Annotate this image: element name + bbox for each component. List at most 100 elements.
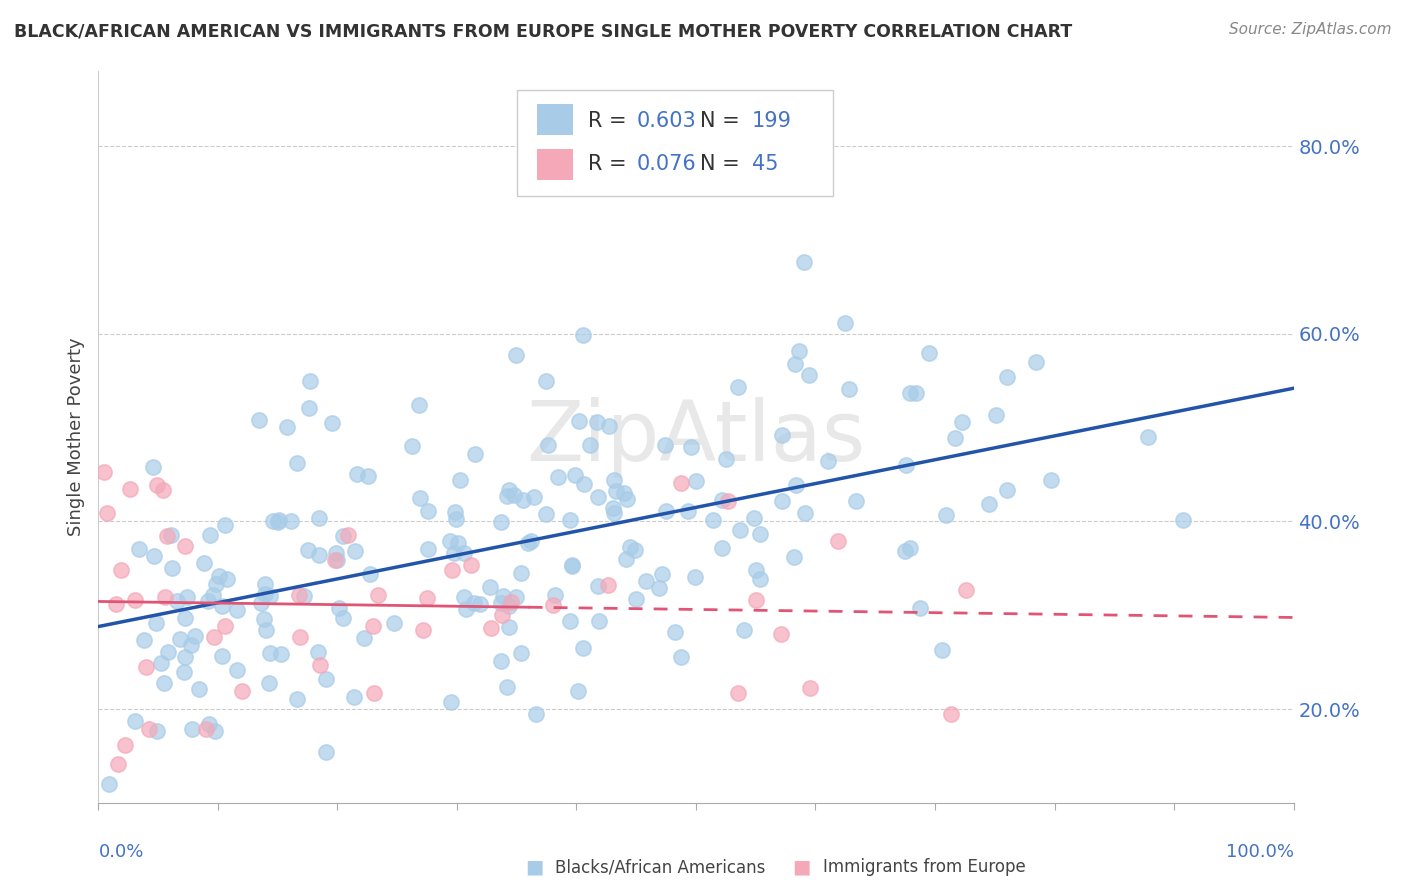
Point xyxy=(307,645,329,659)
Point xyxy=(173,611,195,625)
Point xyxy=(614,551,637,566)
Point xyxy=(146,723,169,738)
Point xyxy=(526,707,548,722)
Point xyxy=(541,598,564,612)
Bar xyxy=(537,104,572,135)
Point xyxy=(939,707,962,722)
Point xyxy=(685,475,707,489)
Point xyxy=(343,690,366,704)
Point xyxy=(845,494,868,508)
Point xyxy=(453,590,475,604)
Point xyxy=(297,543,319,558)
Point xyxy=(714,451,737,466)
Point xyxy=(145,615,167,630)
Point xyxy=(359,567,381,582)
Point xyxy=(250,596,273,610)
Point xyxy=(416,591,439,605)
Point xyxy=(97,777,120,791)
Point xyxy=(150,656,173,670)
Point xyxy=(162,561,184,575)
Point xyxy=(787,344,810,359)
Point xyxy=(120,483,142,497)
Point xyxy=(683,570,706,584)
Point xyxy=(489,654,512,668)
Point xyxy=(492,589,515,603)
Point xyxy=(624,592,647,607)
Point xyxy=(361,618,384,632)
Point xyxy=(259,646,281,660)
Point xyxy=(537,438,560,452)
Point xyxy=(231,684,253,698)
Point xyxy=(96,506,118,520)
Point xyxy=(468,597,491,611)
Point xyxy=(211,599,233,613)
Point xyxy=(624,542,647,557)
Point xyxy=(247,412,270,426)
Point xyxy=(367,588,389,602)
Point xyxy=(290,631,312,645)
Point xyxy=(124,592,146,607)
Point xyxy=(918,346,941,360)
Point xyxy=(363,686,385,700)
Point xyxy=(308,511,330,525)
Point xyxy=(834,316,856,330)
Point xyxy=(501,595,523,609)
Point xyxy=(496,680,519,694)
Point xyxy=(416,504,439,518)
Point xyxy=(217,572,239,586)
Point xyxy=(478,580,501,594)
Point xyxy=(512,492,534,507)
Point xyxy=(510,566,533,580)
Point xyxy=(543,588,565,602)
Point xyxy=(727,686,749,700)
Point xyxy=(561,558,583,573)
Point xyxy=(439,534,461,549)
Point xyxy=(505,590,527,604)
Y-axis label: Single Mother Poverty: Single Mother Poverty xyxy=(66,338,84,536)
Text: R =: R = xyxy=(589,111,634,131)
Point xyxy=(332,529,354,543)
Point xyxy=(744,593,766,607)
Point xyxy=(204,724,226,739)
Point xyxy=(733,624,755,638)
Point xyxy=(153,591,176,605)
Point xyxy=(783,549,806,564)
Point xyxy=(679,441,702,455)
Point xyxy=(520,533,543,548)
Point xyxy=(931,643,953,657)
Point xyxy=(412,623,434,637)
Point xyxy=(104,598,127,612)
Point xyxy=(408,398,430,412)
Point xyxy=(325,546,347,560)
Point xyxy=(181,723,204,737)
Text: N =: N = xyxy=(700,154,747,175)
Point xyxy=(651,567,673,582)
Point xyxy=(1040,473,1063,487)
FancyBboxPatch shape xyxy=(517,90,834,195)
Point xyxy=(935,508,957,522)
Point xyxy=(214,619,236,633)
Point xyxy=(321,416,343,430)
Point xyxy=(817,453,839,467)
Point xyxy=(770,494,793,508)
Point xyxy=(596,578,619,592)
Point xyxy=(308,657,330,672)
Bar xyxy=(537,150,572,180)
Point xyxy=(159,527,181,541)
Point xyxy=(952,415,974,429)
Point xyxy=(586,415,609,429)
Point xyxy=(124,714,146,728)
Point xyxy=(280,514,302,528)
Point xyxy=(571,327,593,342)
Point xyxy=(444,505,467,519)
Point xyxy=(491,516,513,530)
Point xyxy=(262,514,284,528)
Text: BLACK/AFRICAN AMERICAN VS IMMIGRANTS FROM EUROPE SINGLE MOTHER POVERTY CORRELATI: BLACK/AFRICAN AMERICAN VS IMMIGRANTS FRO… xyxy=(14,22,1073,40)
Point xyxy=(648,581,671,595)
Point xyxy=(225,663,247,677)
Point xyxy=(496,489,519,503)
Point xyxy=(479,621,502,635)
Point xyxy=(343,544,366,558)
Point xyxy=(547,470,569,484)
Text: ZipAtlas: ZipAtlas xyxy=(526,397,866,477)
